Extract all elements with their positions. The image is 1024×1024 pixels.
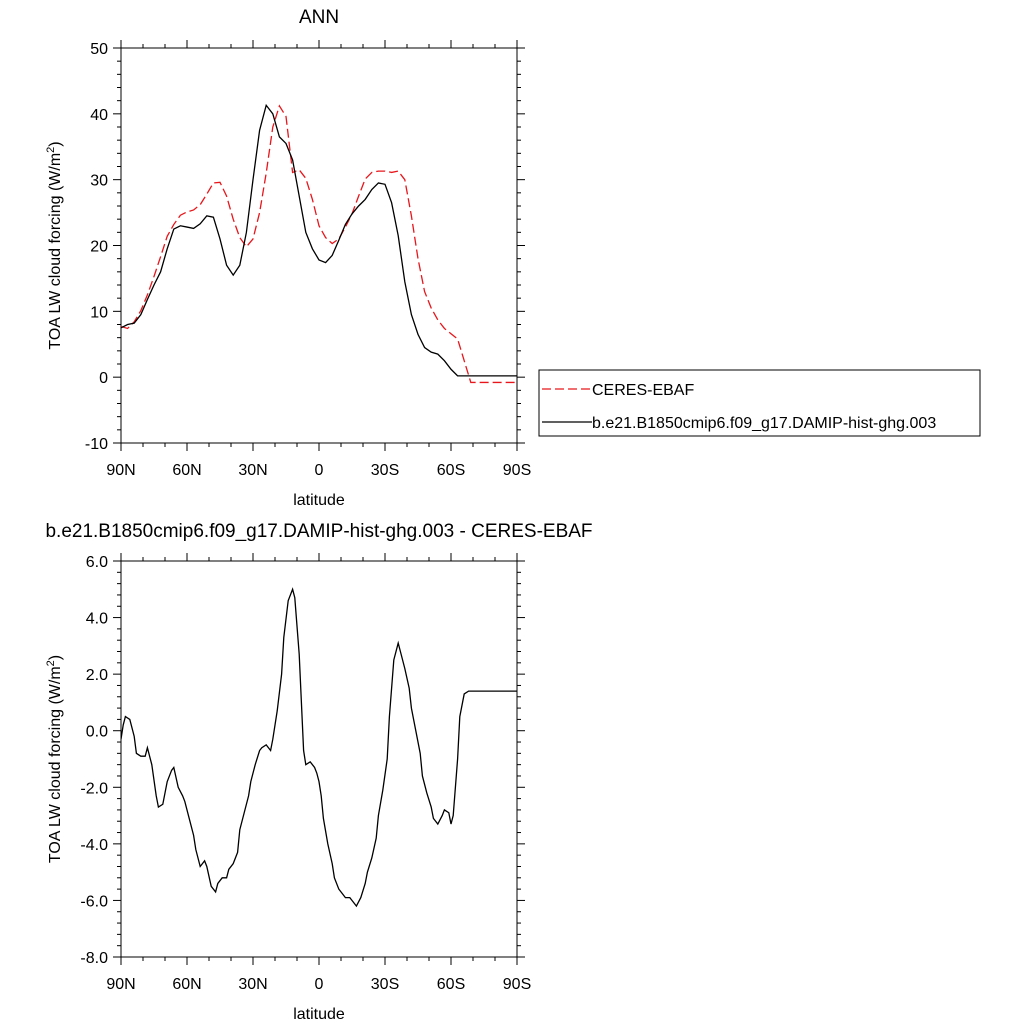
- y-tick-label: 30: [90, 173, 108, 190]
- x-tick-label: 90N: [106, 976, 135, 993]
- x-tick-label: 30S: [371, 976, 399, 993]
- x-axis-label: latitude: [293, 1006, 345, 1023]
- y-tick-label: -4.0: [80, 837, 108, 854]
- x-tick-label: 60S: [437, 462, 465, 479]
- y-axis-label: TOA LW cloud forcing (W/m2): [45, 141, 64, 349]
- x-tick-label: 90S: [503, 462, 531, 479]
- x-tick-label: 90S: [503, 976, 531, 993]
- y-axis-label: TOA LW cloud forcing (W/m2): [45, 655, 64, 863]
- y-tick-label: -10: [85, 436, 108, 453]
- y-tick-label: -2.0: [80, 780, 108, 797]
- plot-frame: [120, 47, 518, 444]
- y-tick-label: 4.0: [86, 611, 108, 628]
- y-tick-label: 0.0: [86, 724, 108, 741]
- x-tick-label: 60N: [172, 976, 201, 993]
- x-tick-label: 90N: [106, 462, 135, 479]
- x-tick-label: 60S: [437, 976, 465, 993]
- chart-title: ANN: [299, 7, 339, 28]
- legend-label: b.e21.B1850cmip6.f09_g17.DAMIP-hist-ghg.…: [592, 415, 936, 432]
- difference-line: [121, 587, 517, 908]
- series-line: [121, 103, 517, 377]
- legend-box: [538, 369, 981, 437]
- y-tick-label: 20: [90, 239, 108, 256]
- x-tick-label: 30N: [238, 462, 267, 479]
- y-tick-label: -8.0: [80, 950, 108, 967]
- y-tick-label: -6.0: [80, 893, 108, 910]
- x-tick-label: 60N: [172, 462, 201, 479]
- x-tick-label: 0: [315, 462, 324, 479]
- series-line: [121, 104, 517, 384]
- y-tick-label: 40: [90, 107, 108, 124]
- legend-label: CERES-EBAF: [592, 382, 694, 399]
- x-tick-label: 30N: [238, 976, 267, 993]
- chart-title: b.e21.B1850cmip6.f09_g17.DAMIP-hist-ghg.…: [45, 521, 592, 542]
- bottom-panel: b.e21.B1850cmip6.f09_g17.DAMIP-hist-ghg.…: [45, 521, 593, 1023]
- x-tick-label: 30S: [371, 462, 399, 479]
- top-panel: ANN -10 0 10 20 30 40 50 90N 60N 30N 0 30S 60S 90S lati…: [45, 7, 981, 509]
- y-tick-label: 50: [90, 41, 108, 58]
- y-tick-label: 0: [99, 370, 108, 387]
- x-tick-label: 0: [315, 976, 324, 993]
- y-tick-label: 6.0: [86, 554, 108, 571]
- y-tick-label: 2.0: [86, 667, 108, 684]
- y-tick-label: 10: [90, 304, 108, 321]
- x-axis-label: latitude: [293, 492, 345, 509]
